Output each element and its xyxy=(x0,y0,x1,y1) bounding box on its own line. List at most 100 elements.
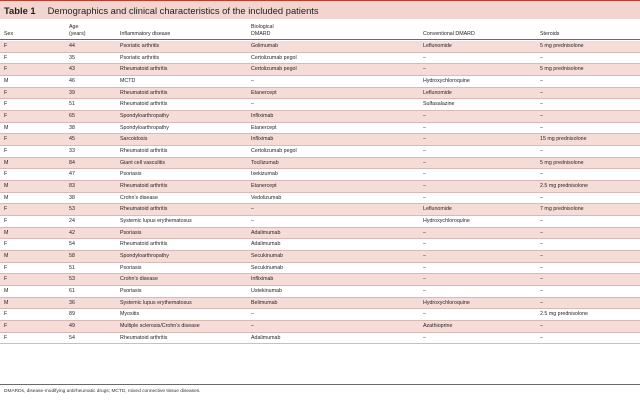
cell-age: 38 xyxy=(69,194,75,201)
table-row: F 47 Psoriasis Ixekizumab – – xyxy=(0,169,640,182)
table-row: F 54 Rheumatoid arthritis Adalimumab – – xyxy=(0,239,640,252)
cell-disease: Spondyloarthropathy xyxy=(120,113,169,120)
table-row: F 24 Systemic lupus erythematosus – Hydroxyc… xyxy=(0,216,640,228)
cell-biological-dmard: – xyxy=(251,311,254,318)
cell-steroids: 2.5 mg prednisolone xyxy=(540,311,588,318)
cell-age: 47 xyxy=(69,171,75,178)
cell-disease: Spondyloarthropathy xyxy=(120,253,169,260)
cell-biological-dmard: – xyxy=(251,101,254,108)
cell-conventional-dmard: – xyxy=(423,288,426,295)
cell-conventional-dmard: – xyxy=(423,124,426,131)
cell-disease: Rheumatoid arthritis xyxy=(120,66,168,73)
cell-biological-dmard: Tocilizumab xyxy=(251,159,279,166)
table-title-bar: Table 1 Demographics and clinical charac… xyxy=(0,0,640,19)
cell-age: 43 xyxy=(69,66,75,73)
cell-biological-dmard: Ixekizumab xyxy=(251,171,278,178)
table-row: F 44 Psoriatic arthritis Golimumab Leflunomi… xyxy=(0,41,640,53)
cell-sex: F xyxy=(4,89,8,96)
cell-biological-dmard: Adalimumab xyxy=(251,229,281,236)
cell-steroids: – xyxy=(540,276,543,283)
cell-conventional-dmard: – xyxy=(423,264,426,271)
cell-biological-dmard: – xyxy=(251,218,254,225)
cell-sex: M xyxy=(4,159,9,166)
cell-conventional-dmard: Leflunomide xyxy=(423,206,452,213)
cell-disease: Multiple sclerosis/Crohn’s disease xyxy=(120,323,200,330)
cell-disease: Systemic lupus erythematosus xyxy=(120,299,192,306)
cell-conventional-dmard: – xyxy=(423,113,426,120)
cell-disease: Rheumatoid arthritis xyxy=(120,183,168,190)
table-row: F 54 Rheumatoid arthritis Adalimumab – – xyxy=(0,332,640,345)
cell-biological-dmard: Etanercept xyxy=(251,183,277,190)
table-row: M 83 Rheumatoid arthritis Etanercept – 2.5 mg… xyxy=(0,181,640,193)
table-row: M 61 Psoriasis Ustekinumab – – xyxy=(0,286,640,298)
cell-steroids: 5 mg prednisolone xyxy=(540,43,584,49)
cell-age: 61 xyxy=(69,288,75,295)
cell-age: 83 xyxy=(69,183,75,190)
header-age: Age (years) xyxy=(69,24,85,37)
cell-age: 58 xyxy=(69,253,75,260)
cell-steroids: – xyxy=(540,288,543,295)
cell-steroids: – xyxy=(540,299,543,306)
cell-sex: F xyxy=(4,206,8,213)
cell-sex: F xyxy=(4,136,8,143)
cell-sex: M xyxy=(4,299,9,306)
cell-conventional-dmard: – xyxy=(423,241,426,248)
cell-disease: Rheumatoid arthritis xyxy=(120,148,168,155)
table-row: M 58 Spondyloarthropathy Secukinumab – – xyxy=(0,251,640,263)
cell-biological-dmard: Certolizumab pegol xyxy=(251,66,297,73)
cell-sex: M xyxy=(4,78,9,85)
cell-biological-dmard: – xyxy=(251,206,254,213)
cell-biological-dmard: Etanercept xyxy=(251,89,277,96)
cell-biological-dmard: – xyxy=(251,78,254,85)
cell-biological-dmard: Certolizumab pegol xyxy=(251,54,297,61)
cell-disease: Psoriatic arthritis xyxy=(120,54,160,61)
cell-disease: Rheumatoid arthritis xyxy=(120,101,168,108)
cell-conventional-dmard: Hydroxychloroquine xyxy=(423,299,470,306)
table-row: M 38 Crohn’s disease Vedolizumab – – xyxy=(0,192,640,205)
cell-biological-dmard: Adalimumab xyxy=(251,334,281,341)
cell-sex: F xyxy=(4,276,8,283)
cell-conventional-dmard: – xyxy=(423,148,426,155)
cell-biological-dmard: Infliximab xyxy=(251,136,274,143)
cell-steroids: – xyxy=(540,171,543,178)
cell-sex: F xyxy=(4,148,8,155)
cell-steroids: 15 mg prednisolone xyxy=(540,136,587,143)
cell-steroids: – xyxy=(540,229,543,236)
cell-sex: F xyxy=(4,264,8,271)
cell-disease: Myositis xyxy=(120,311,140,318)
header-bio: Biological DMARD xyxy=(251,24,274,37)
cell-conventional-dmard: – xyxy=(423,334,426,341)
cell-steroids: 5 mg prednisolone xyxy=(540,66,584,73)
cell-biological-dmard: Secukinumab xyxy=(251,253,284,260)
cell-steroids: – xyxy=(540,148,543,155)
table-row: F 33 Rheumatoid arthritis Certolizumab pego… xyxy=(0,146,640,158)
cell-disease: Psoriasis xyxy=(120,229,142,236)
cell-sex: F xyxy=(4,311,8,318)
cell-biological-dmard: Certolizumab pegol xyxy=(251,148,297,155)
cell-conventional-dmard: – xyxy=(423,66,426,73)
cell-disease: Psoriasis xyxy=(120,288,142,295)
table-row: M 36 Systemic lupus erythematosus Belimumab… xyxy=(0,297,640,310)
cell-conventional-dmard: – xyxy=(423,54,426,61)
table-row: M 38 Spondyloarthropathy Etanercept – – xyxy=(0,122,640,135)
cell-conventional-dmard: Azathioprine xyxy=(423,323,453,330)
cell-sex: M xyxy=(4,229,9,236)
cell-biological-dmard: Etanercept xyxy=(251,124,277,131)
cell-steroids: 5 mg prednisolone xyxy=(540,159,584,166)
table-row: M 46 MCTD – Hydroxychloroquine – xyxy=(0,76,640,88)
cell-age: 46 xyxy=(69,78,75,85)
cell-conventional-dmard: Hydroxychloroquine xyxy=(423,218,470,225)
cell-conventional-dmard: – xyxy=(423,311,426,318)
cell-age: 36 xyxy=(69,299,75,306)
cell-age: 53 xyxy=(69,206,75,213)
cell-disease: Crohn’s disease xyxy=(120,276,158,283)
header-steroids: Steroids xyxy=(540,31,560,37)
cell-age: 33 xyxy=(69,148,75,155)
cell-steroids: – xyxy=(540,264,543,271)
cell-sex: F xyxy=(4,334,8,341)
table-row: F 43 Rheumatoid arthritis Certolizumab pego… xyxy=(0,64,640,77)
cell-steroids: – xyxy=(540,78,543,85)
cell-age: 38 xyxy=(69,124,75,131)
table-row: F 35 Psoriatic arthritis Certolizumab pegol… xyxy=(0,52,640,65)
